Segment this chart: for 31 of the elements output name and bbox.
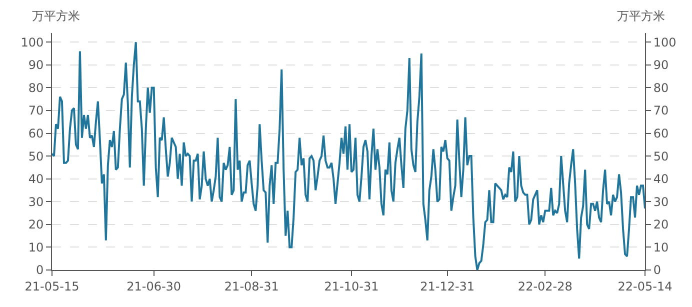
y2-tick-label: 30 xyxy=(653,194,669,209)
x-tick-label: 21-12-31 xyxy=(420,279,475,294)
y2-tick-label: 0 xyxy=(653,263,662,278)
x-tick-label: 22-02-28 xyxy=(518,279,572,294)
x-tick-label: 21-05-15 xyxy=(24,279,80,294)
y2-tick-label: 90 xyxy=(653,58,669,72)
y-tick-label: 90 xyxy=(28,58,44,72)
y-tick-label: 0 xyxy=(36,263,44,278)
y-tick-label: 70 xyxy=(28,104,44,118)
y-tick-label: 30 xyxy=(28,194,44,209)
y-tick-label: 80 xyxy=(28,80,44,95)
y-tick-label: 40 xyxy=(28,172,44,186)
y2-tick-label: 80 xyxy=(653,80,669,95)
x-tick-label: 22-05-14 xyxy=(618,279,672,294)
y-axis-title: 万平方米 xyxy=(32,9,80,23)
y2-tick-label: 100 xyxy=(653,35,676,50)
y2-axis-title: 万平方米 xyxy=(617,9,665,23)
y2-tick-label: 20 xyxy=(653,218,669,232)
y-tick-label: 60 xyxy=(28,126,44,140)
y2-tick-label: 60 xyxy=(653,126,669,140)
y-tick-label: 50 xyxy=(28,149,44,164)
y2-tick-label: 50 xyxy=(653,149,669,164)
x-tick-label: 21-10-31 xyxy=(324,279,379,294)
y-tick-label: 100 xyxy=(20,35,44,50)
x-tick-label: 21-08-31 xyxy=(224,279,279,294)
y2-tick-label: 70 xyxy=(653,104,669,118)
y-tick-label: 20 xyxy=(28,218,44,232)
x-tick-label: 21-06-30 xyxy=(126,279,182,294)
y2-tick-label: 10 xyxy=(653,240,669,254)
y-tick-label: 10 xyxy=(28,240,44,254)
y2-tick-label: 40 xyxy=(653,172,669,186)
